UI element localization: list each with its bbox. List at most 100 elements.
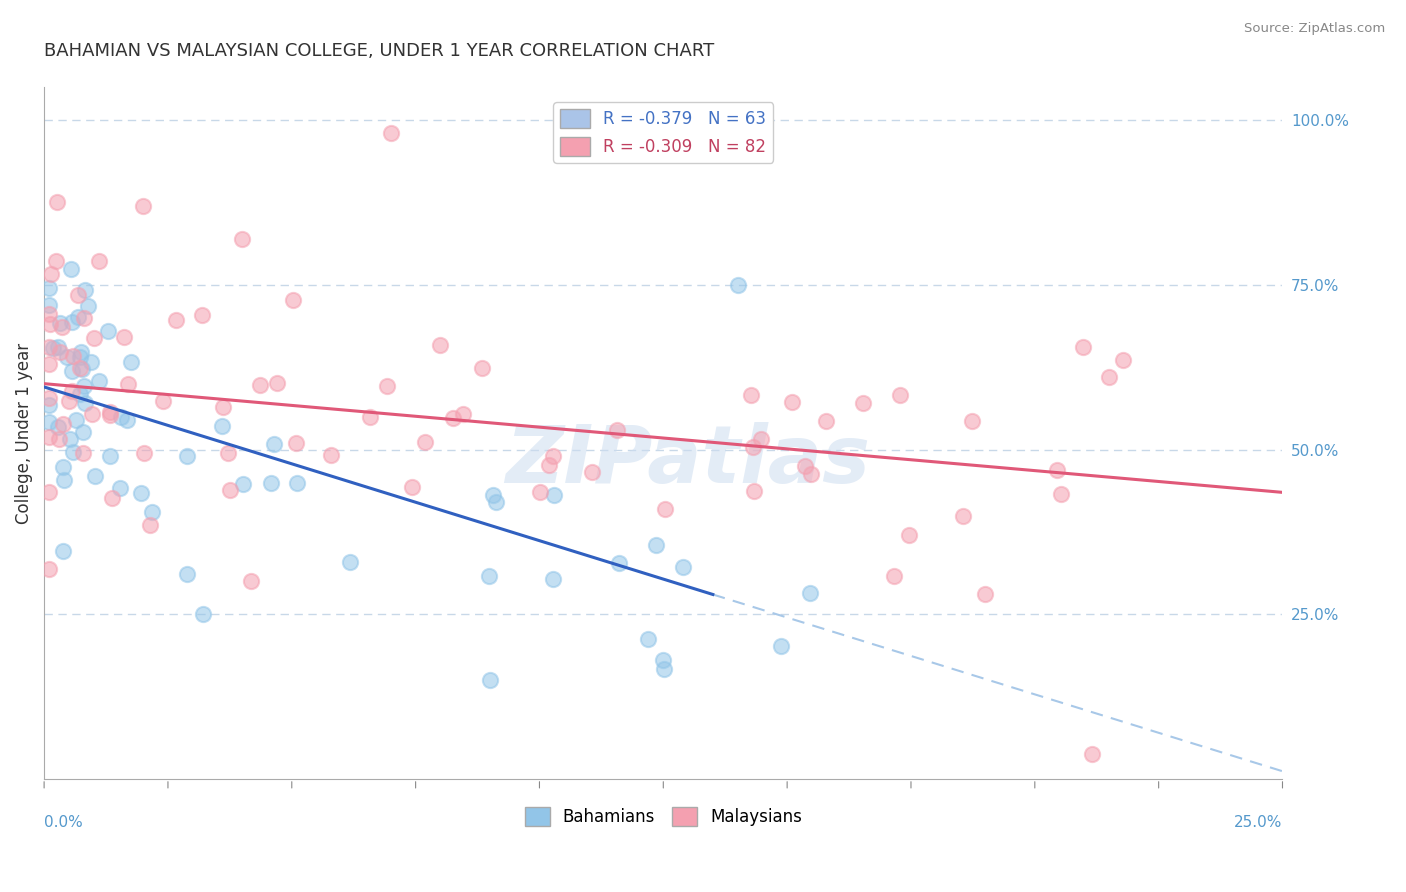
Point	[132, 446, 155, 460]
Point	[193, 607, 215, 621]
Point	[38, 340, 60, 354]
Point	[266, 376, 288, 390]
Point	[742, 483, 765, 498]
Point	[952, 509, 974, 524]
Point	[637, 632, 659, 646]
Point	[52, 543, 75, 558]
Point	[654, 502, 676, 516]
Point	[98, 408, 121, 422]
Point	[1050, 487, 1073, 501]
Point	[132, 199, 155, 213]
Point	[380, 126, 402, 140]
Text: 0.0%: 0.0%	[44, 815, 83, 830]
Point	[87, 374, 110, 388]
Point	[283, 293, 305, 308]
Point	[1046, 463, 1069, 477]
Point	[110, 410, 132, 425]
Point	[60, 262, 83, 277]
Point	[53, 473, 76, 487]
Point	[46, 194, 69, 209]
Point	[69, 350, 91, 364]
Point	[960, 414, 983, 428]
Point	[72, 425, 94, 440]
Point	[429, 338, 451, 352]
Text: 25.0%: 25.0%	[1234, 815, 1282, 830]
Point	[100, 404, 122, 418]
Point	[793, 458, 815, 473]
Point	[77, 299, 100, 313]
Point	[38, 357, 60, 371]
Point	[672, 560, 695, 574]
Point	[537, 458, 560, 472]
Point	[58, 393, 80, 408]
Point	[48, 316, 70, 330]
Point	[139, 517, 162, 532]
Point	[59, 432, 82, 446]
Point	[80, 354, 103, 368]
Point	[38, 484, 60, 499]
Point	[219, 483, 242, 497]
Point	[780, 395, 803, 409]
Point	[73, 379, 96, 393]
Point	[141, 505, 163, 519]
Point	[117, 377, 139, 392]
Point	[652, 662, 675, 676]
Point	[453, 407, 475, 421]
Point	[165, 313, 187, 327]
Point	[799, 467, 821, 481]
Point	[1112, 353, 1135, 368]
Point	[339, 555, 361, 569]
Point	[101, 491, 124, 505]
Point	[67, 288, 90, 302]
Point	[606, 423, 628, 437]
Point	[319, 448, 342, 462]
Point	[645, 538, 668, 552]
Point	[83, 330, 105, 344]
Point	[889, 388, 911, 402]
Point	[231, 232, 253, 246]
Point	[73, 310, 96, 325]
Point	[115, 413, 138, 427]
Point	[852, 396, 875, 410]
Point	[239, 574, 262, 589]
Point	[48, 345, 70, 359]
Point	[38, 398, 60, 412]
Point	[87, 254, 110, 268]
Point	[112, 330, 135, 344]
Point	[38, 298, 60, 312]
Point	[120, 354, 142, 368]
Point	[974, 587, 997, 601]
Point	[1098, 370, 1121, 384]
Point	[97, 324, 120, 338]
Point	[284, 435, 307, 450]
Text: ZIPatlas: ZIPatlas	[506, 422, 870, 500]
Point	[799, 585, 821, 599]
Point	[75, 395, 97, 409]
Point	[38, 307, 60, 321]
Point	[529, 484, 551, 499]
Point	[249, 378, 271, 392]
Point	[401, 480, 423, 494]
Point	[883, 569, 905, 583]
Point	[52, 417, 75, 432]
Point	[217, 445, 239, 459]
Y-axis label: College, Under 1 year: College, Under 1 year	[15, 343, 32, 524]
Point	[441, 411, 464, 425]
Point	[48, 340, 70, 354]
Text: BAHAMIAN VS MALAYSIAN COLLEGE, UNDER 1 YEAR CORRELATION CHART: BAHAMIAN VS MALAYSIAN COLLEGE, UNDER 1 Y…	[44, 42, 714, 60]
Point	[727, 277, 749, 292]
Point	[478, 673, 501, 687]
Point	[39, 317, 62, 331]
Point	[38, 430, 60, 444]
Point	[67, 310, 90, 324]
Point	[72, 446, 94, 460]
Point	[359, 409, 381, 424]
Point	[541, 449, 564, 463]
Point	[45, 253, 67, 268]
Point	[60, 384, 83, 399]
Point	[541, 572, 564, 586]
Point	[191, 308, 214, 322]
Point	[55, 350, 77, 364]
Point	[82, 407, 104, 421]
Point	[83, 468, 105, 483]
